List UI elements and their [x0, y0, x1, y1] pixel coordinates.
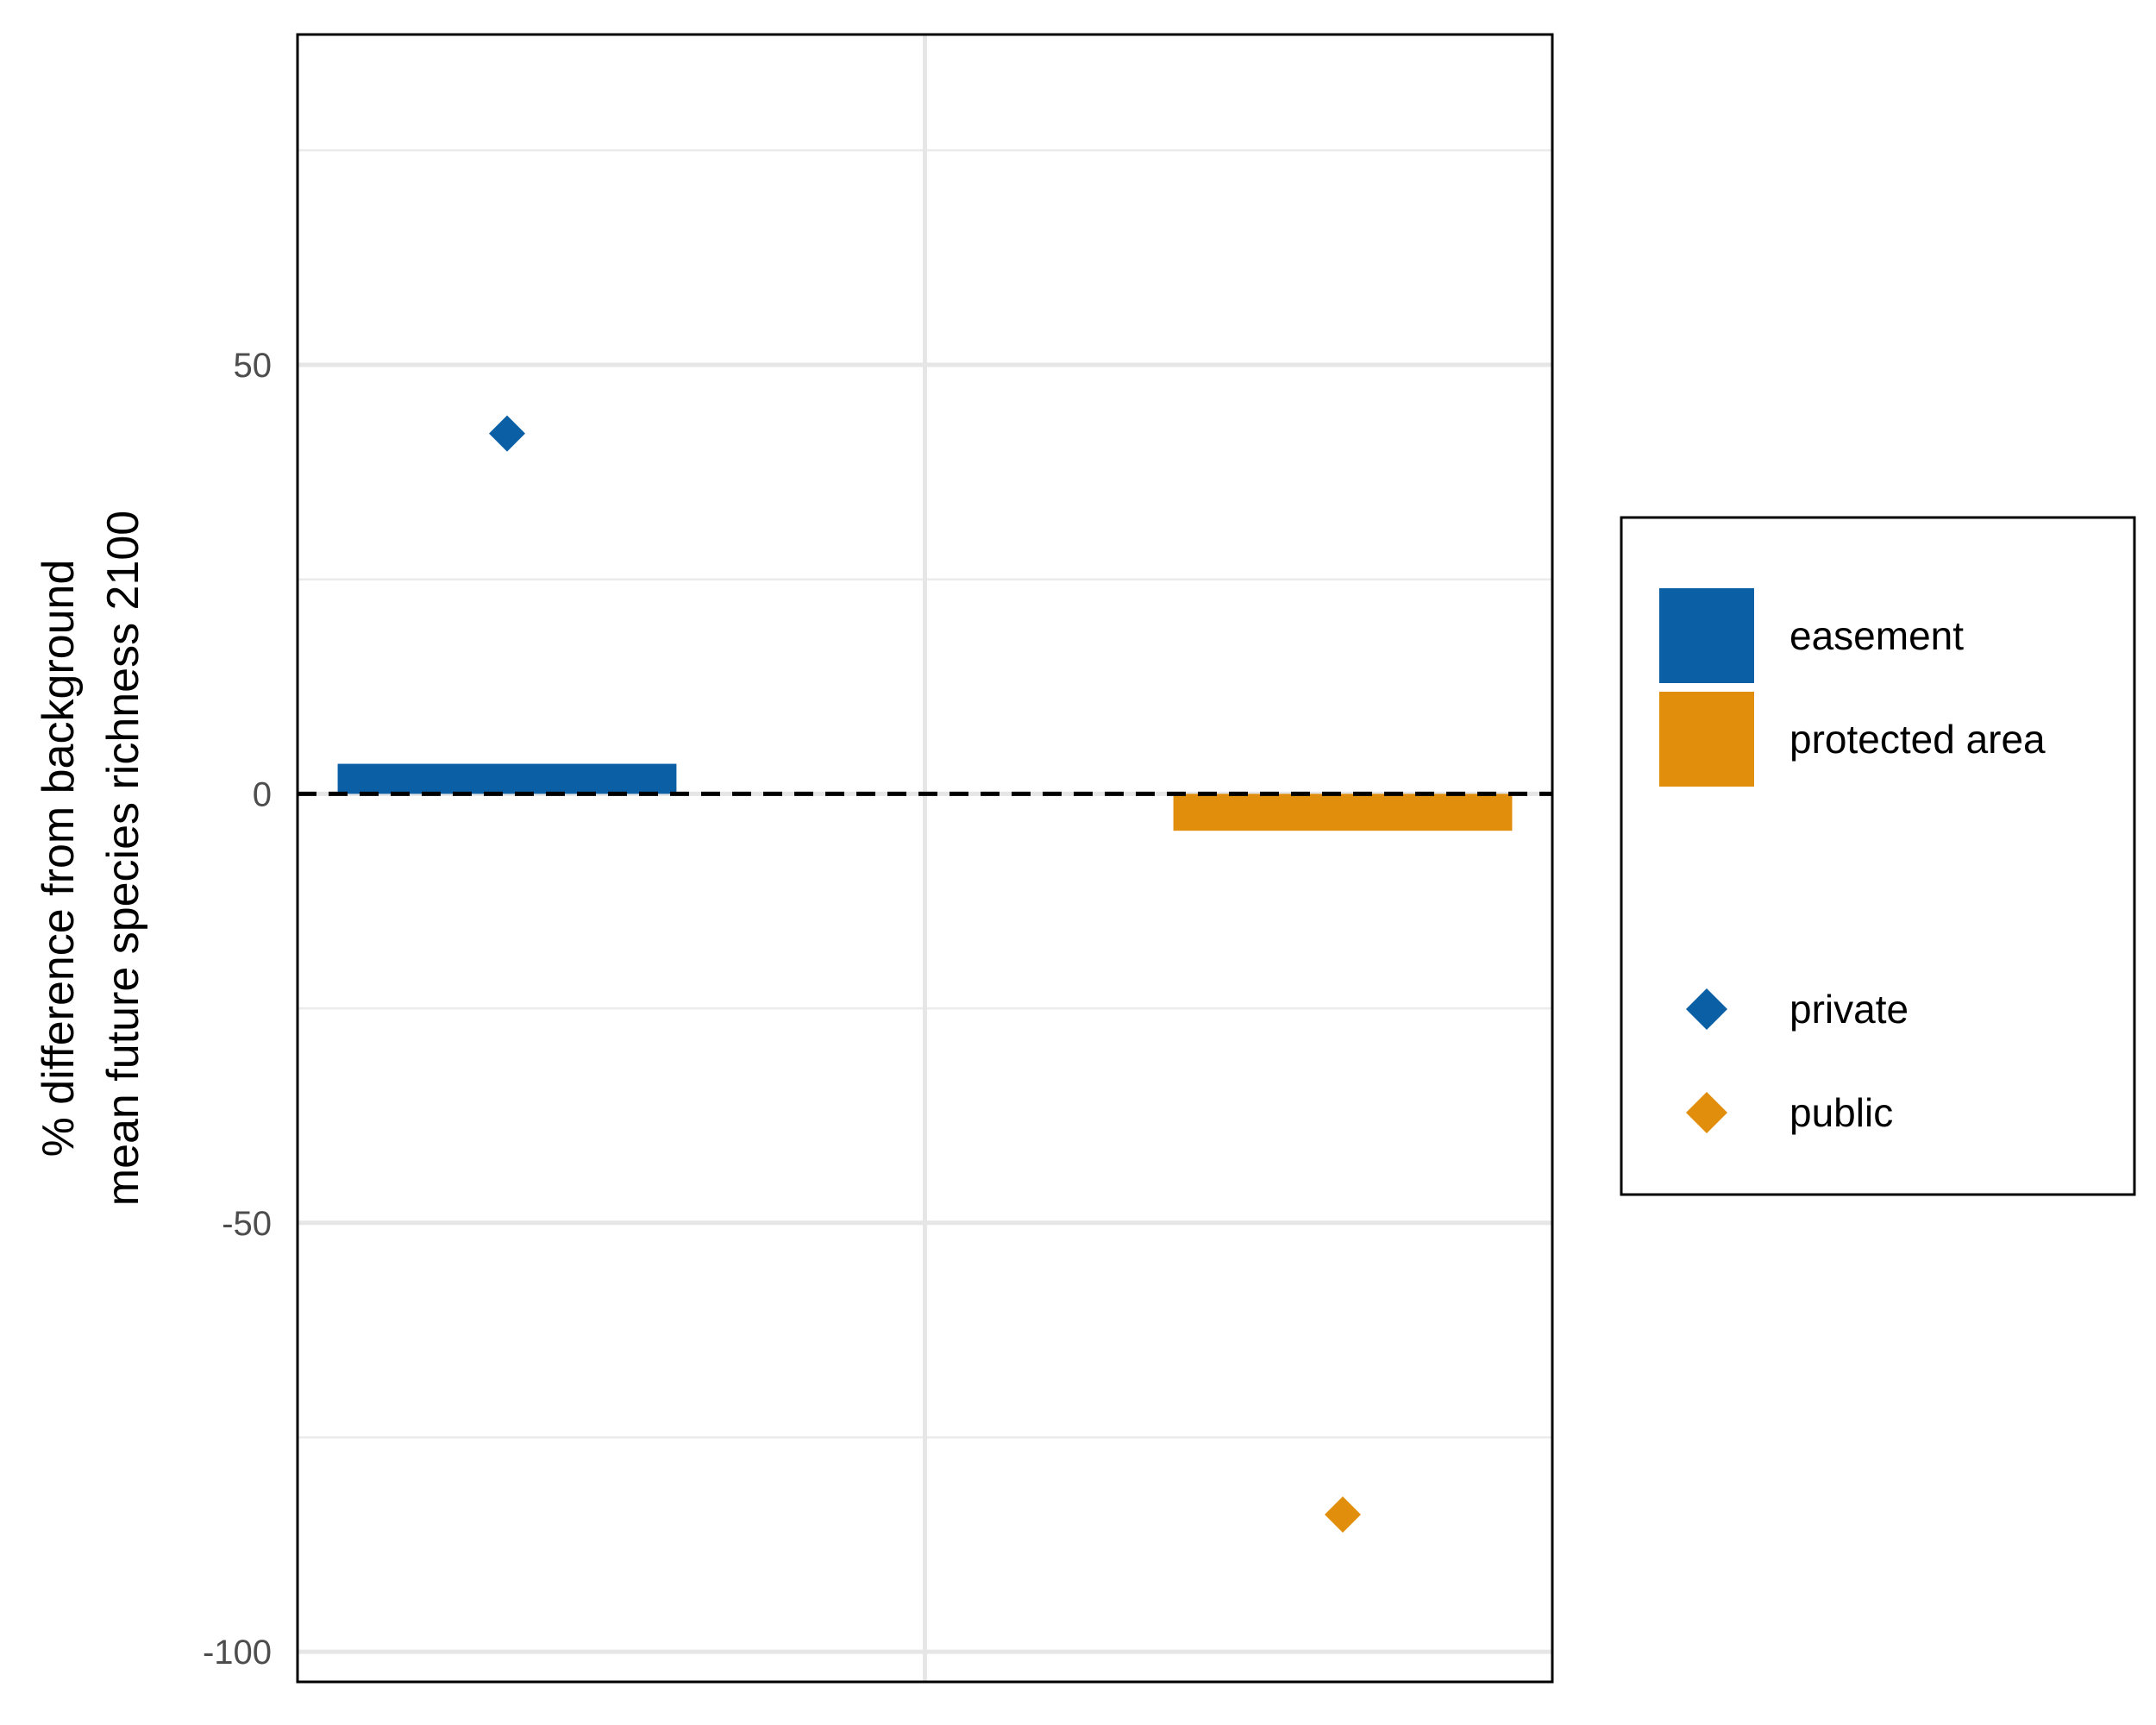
bars [337, 763, 1513, 831]
legend: easement protected area private public [1620, 516, 2136, 1196]
y-tick-labels: 50 0 -50 -100 [203, 347, 272, 1672]
y-tick-label: 0 [253, 775, 272, 813]
y-tick-label: -50 [222, 1205, 272, 1243]
y-axis-title-line-1: % difference from background [34, 560, 84, 1157]
legend-key-protected-area [1659, 692, 1754, 787]
legend-key-public-diamond-icon [1686, 1092, 1727, 1133]
plot-panel-border [296, 33, 1554, 1684]
bar-protected-area [1173, 794, 1513, 831]
y-tick-label: -100 [203, 1634, 272, 1672]
legend-key-easement [1659, 588, 1754, 683]
legend-label-public: public [1789, 1090, 1893, 1135]
legend-key-private-diamond-icon [1686, 988, 1727, 1030]
legend-label-private: private [1789, 987, 1908, 1032]
y-tick-label: 50 [234, 347, 273, 385]
legend-label-easement: easement [1789, 613, 1964, 658]
point-public-diamond-icon [1325, 1496, 1362, 1534]
point-private-diamond-icon [488, 415, 525, 452]
y-axis-title-line-2: mean future species richness 2100 [98, 511, 148, 1206]
bar-easement [337, 763, 677, 794]
legend-label-protected-area: protected area [1789, 717, 2046, 762]
points [488, 415, 1362, 1534]
